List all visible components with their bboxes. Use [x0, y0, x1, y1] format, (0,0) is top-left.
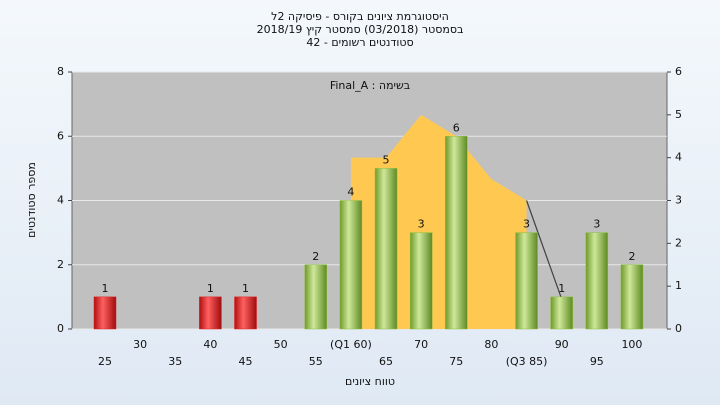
bar [199, 296, 222, 330]
x-tick-label: (Q1 60) [330, 338, 372, 351]
bar [93, 296, 117, 330]
value-label: 1 [102, 282, 109, 295]
bar [445, 136, 468, 330]
x-tick-label: 50 [274, 338, 288, 351]
x-tick-label: 95 [590, 355, 604, 368]
x-tick-label: 25 [98, 355, 112, 368]
x-tick-label: 40 [203, 338, 217, 351]
bar [304, 264, 328, 330]
bar [585, 232, 609, 330]
y2-tick-label: 4 [675, 151, 682, 164]
y-tick-label: 0 [57, 322, 64, 335]
y-axis-label: מספר סטודנטים [25, 162, 38, 238]
x-tick-label: 90 [555, 338, 569, 351]
y-tick-label: 4 [57, 194, 64, 207]
x-tick-label: 70 [414, 338, 428, 351]
x-tick-label: 100 [621, 338, 642, 351]
y2-tick-label: 2 [675, 236, 682, 249]
bar [550, 296, 573, 330]
line [525, 200, 563, 300]
value-label: 4 [347, 186, 354, 199]
x-tick-label: 45 [239, 355, 253, 368]
value-label: 3 [523, 218, 530, 231]
value-label: 3 [418, 218, 425, 231]
y2-tick-label: 6 [675, 65, 682, 78]
chart-subtitle: בסמסטר (03/2018) סמסטר קיץ 2018/19 [257, 23, 464, 36]
bar [339, 200, 363, 330]
x-axis-label: טווח ציונים [345, 375, 395, 388]
bar [409, 232, 433, 330]
value-label: 3 [593, 218, 600, 231]
y2-tick-label: 1 [675, 279, 682, 292]
chart-title: היסטוגרמת ציונים בקורס - פיסיקה 2ל [271, 10, 449, 23]
value-label: 5 [383, 153, 390, 166]
x-tick-label: (Q3 85) [506, 355, 548, 368]
value-label: 1 [207, 282, 214, 295]
x-tick-label: 30 [133, 338, 147, 351]
x-tick-label: 55 [309, 355, 323, 368]
y2-tick-label: 5 [675, 108, 682, 121]
chart-subtitle: 42 - סטודנטים רשומים [306, 36, 413, 49]
x-tick-label: 35 [168, 355, 182, 368]
x-tick-label: 65 [379, 355, 393, 368]
y-tick-label: 2 [57, 258, 64, 271]
bar [374, 168, 398, 330]
y2-tick-label: 0 [675, 322, 682, 335]
annotation: Final_A : בשימה [330, 79, 410, 92]
x-tick-label: 80 [484, 338, 498, 351]
bar [234, 296, 257, 330]
x-tick-label: 75 [449, 355, 463, 368]
y-tick-label: 6 [57, 129, 64, 142]
value-label: 2 [312, 250, 319, 263]
value-label: 6 [453, 121, 460, 134]
y2-tick-label: 3 [675, 194, 682, 207]
value-label: 2 [628, 250, 635, 263]
bar [515, 232, 538, 330]
value-label: 1 [242, 282, 249, 295]
value-label: 1 [558, 282, 565, 295]
bar [620, 264, 644, 330]
y-tick-label: 8 [57, 65, 64, 78]
